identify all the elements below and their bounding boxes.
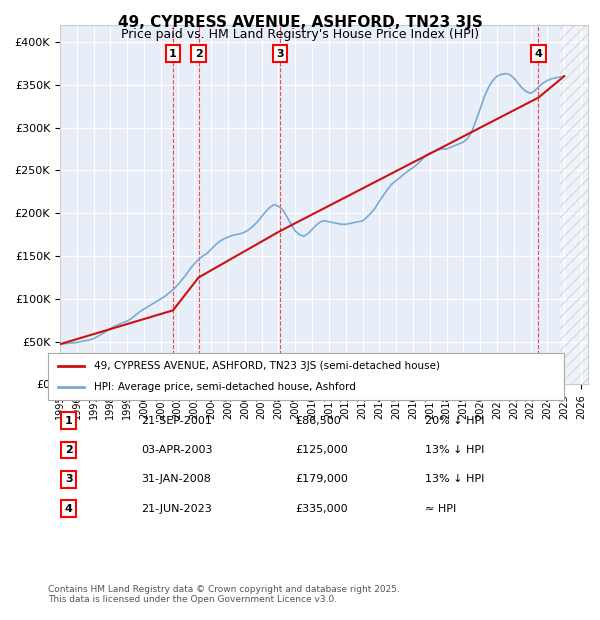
Text: 13% ↓ HPI: 13% ↓ HPI xyxy=(425,445,484,455)
Text: 03-APR-2003: 03-APR-2003 xyxy=(141,445,212,455)
Text: 49, CYPRESS AVENUE, ASHFORD, TN23 3JS: 49, CYPRESS AVENUE, ASHFORD, TN23 3JS xyxy=(118,16,482,30)
Text: 4: 4 xyxy=(65,503,73,514)
Text: ≈ HPI: ≈ HPI xyxy=(425,503,456,514)
Text: Price paid vs. HM Land Registry's House Price Index (HPI): Price paid vs. HM Land Registry's House … xyxy=(121,28,479,41)
Text: 21-SEP-2001: 21-SEP-2001 xyxy=(141,416,212,426)
Text: £125,000: £125,000 xyxy=(296,445,349,455)
Text: £86,500: £86,500 xyxy=(296,416,341,426)
Text: 3: 3 xyxy=(276,48,284,58)
Text: 20% ↓ HPI: 20% ↓ HPI xyxy=(425,416,484,426)
Text: 13% ↓ HPI: 13% ↓ HPI xyxy=(425,474,484,484)
Text: 1: 1 xyxy=(169,48,177,58)
Text: 21-JUN-2023: 21-JUN-2023 xyxy=(141,503,212,514)
Text: 4: 4 xyxy=(535,48,542,58)
Text: 2: 2 xyxy=(195,48,203,58)
Text: HPI: Average price, semi-detached house, Ashford: HPI: Average price, semi-detached house,… xyxy=(94,382,356,392)
Text: £335,000: £335,000 xyxy=(296,503,349,514)
Text: Contains HM Land Registry data © Crown copyright and database right 2025.
This d: Contains HM Land Registry data © Crown c… xyxy=(48,585,400,604)
Text: 1: 1 xyxy=(65,416,73,426)
Text: 2: 2 xyxy=(65,445,73,455)
Text: 3: 3 xyxy=(65,474,73,484)
Text: 49, CYPRESS AVENUE, ASHFORD, TN23 3JS (semi-detached house): 49, CYPRESS AVENUE, ASHFORD, TN23 3JS (s… xyxy=(94,361,440,371)
Text: 31-JAN-2008: 31-JAN-2008 xyxy=(141,474,211,484)
Text: £179,000: £179,000 xyxy=(296,474,349,484)
